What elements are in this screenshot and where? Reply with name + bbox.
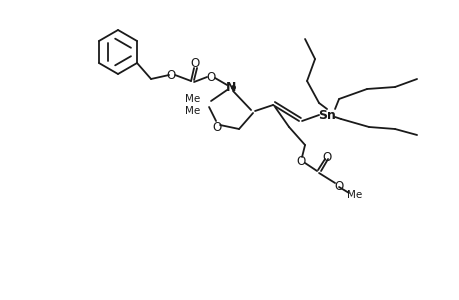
- Text: O: O: [190, 56, 199, 70]
- Text: O: O: [322, 151, 331, 164]
- Text: O: O: [296, 154, 305, 167]
- Text: O: O: [334, 181, 343, 194]
- Text: Me: Me: [185, 106, 200, 116]
- Text: Me: Me: [347, 190, 362, 200]
- Text: Me: Me: [185, 94, 200, 104]
- Text: Sn: Sn: [318, 109, 335, 122]
- Text: N: N: [225, 80, 236, 94]
- Text: O: O: [212, 121, 221, 134]
- Text: O: O: [206, 70, 215, 83]
- Text: O: O: [166, 68, 175, 82]
